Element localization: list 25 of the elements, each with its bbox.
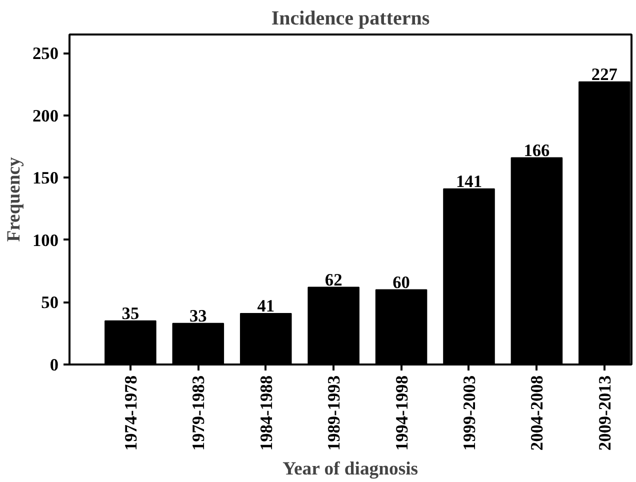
data-label: 62 <box>324 270 342 290</box>
data-label: 166 <box>524 140 550 160</box>
x-tick-label: 2009-2013 <box>595 375 614 451</box>
x-tick-label: 1984-1988 <box>256 375 276 451</box>
y-tick-label: 0 <box>50 356 59 374</box>
y-tick-label: 150 <box>32 168 59 188</box>
x-axis-title: Year of diagnosis <box>282 458 418 480</box>
data-label: 35 <box>122 304 140 323</box>
x-tick-label: 1974-1978 <box>121 375 140 451</box>
x-tick-label: 1999-2003 <box>460 375 479 451</box>
x-tick-label: 1979-1983 <box>189 375 208 451</box>
y-tick-label: 250 <box>32 44 59 64</box>
y-axis-title: Frequency <box>4 156 25 242</box>
data-label: 33 <box>189 306 208 326</box>
data-label: 41 <box>257 296 275 316</box>
x-tick-label: 1989-1993 <box>324 375 344 451</box>
y-tick-label: 50 <box>41 293 58 312</box>
y-tick-label: 100 <box>32 230 59 250</box>
chart-title: Incidence patterns <box>271 8 430 30</box>
data-label: 141 <box>456 172 482 191</box>
x-tick-label: 2004-2008 <box>528 375 547 451</box>
data-label: 227 <box>591 64 618 84</box>
data-label: 60 <box>392 272 410 292</box>
y-tick-label: 200 <box>32 106 59 126</box>
x-tick-label: 1994-1998 <box>392 375 412 451</box>
